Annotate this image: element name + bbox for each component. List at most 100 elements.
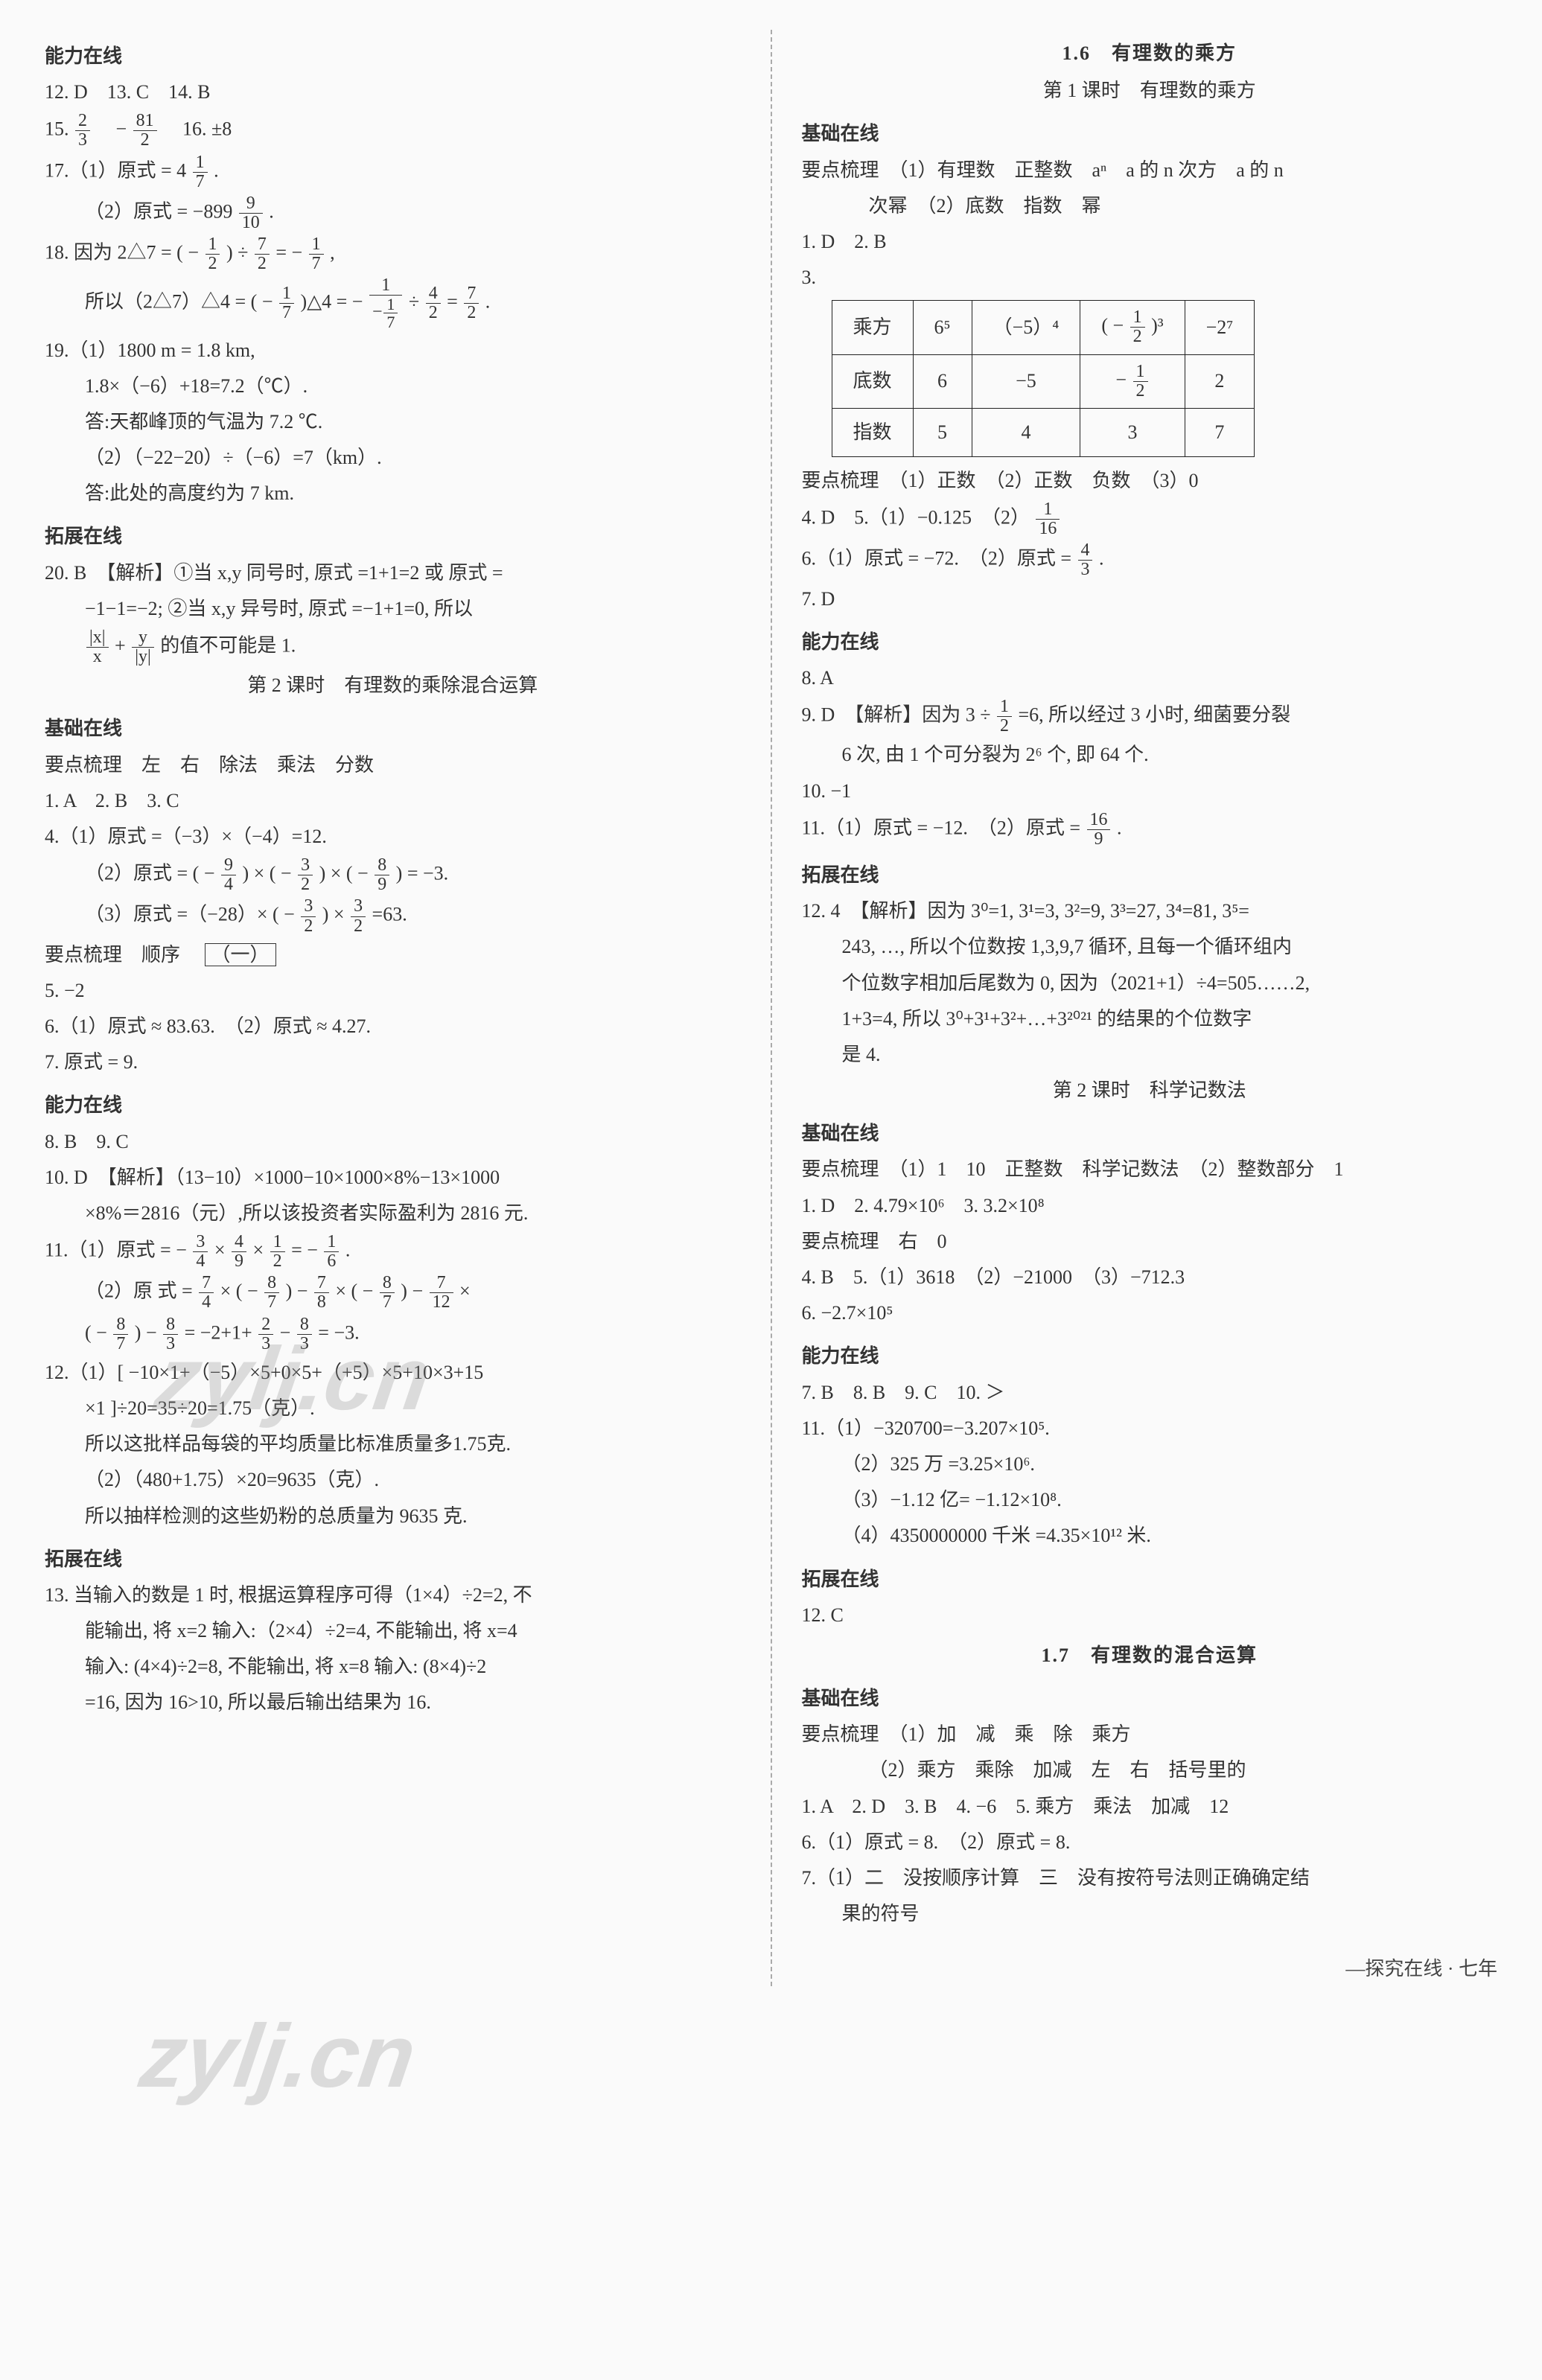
s3-q7: 7. 原式 = 9. <box>45 1046 741 1079</box>
s4-q12-1b: ×1 ]÷20=35÷20=1.75（克）. <box>45 1392 741 1425</box>
s3-q4-2: （2）原式 = ( − 94 ) × ( − 32 ) × ( − 89 ) =… <box>45 856 741 894</box>
r-q12d: 1+3=4, 所以 3⁰+3¹+3²+…+3²⁰²¹ 的结果的个位数字 <box>802 1003 1498 1036</box>
s4-q12-2a: （2）（480+1.75）×20=9635（克）. <box>45 1464 741 1496</box>
q15-b: − <box>96 118 127 140</box>
q12-14: 12. D 13. C 14. B <box>45 76 741 109</box>
sub-lesson1: 第 1 课时 有理数的乘方 <box>802 74 1498 107</box>
left-column: zylj.cn zylj.cn 能力在线 12. D 13. C 14. B 1… <box>45 30 741 1986</box>
frac-9-10: 910 <box>239 194 263 232</box>
r-s4-q6: 6. −2.7×10⁵ <box>802 1297 1498 1330</box>
s3-q1-3: 1. A 2. B 3. C <box>45 785 741 817</box>
s5-q13b: 能输出, 将 x=2 输入:（2×4）÷2=4, 不能输出, 将 x=4 <box>45 1615 741 1647</box>
s4-q12-2b: 所以抽样检测的这些奶粉的总质量为 9635 克. <box>45 1500 741 1533</box>
table-row-exp: 指数 5 4 3 7 <box>832 408 1255 456</box>
q17-1: 17.（1）原式 = 4 17 . <box>45 153 741 191</box>
s4-q11-1: 11.（1）原式 = − 34 × 49 × 12 = − 16 . <box>45 1233 741 1271</box>
r-q9b: 6 次, 由 1 个可分裂为 2⁶ 个, 即 64 个. <box>802 738 1498 771</box>
title-1-7: 1.7 有理数的混合运算 <box>802 1639 1498 1672</box>
r-q12b: 243, …, 所以个位数按 1,3,9,7 循环, 且每一个循环组内 <box>802 931 1498 963</box>
r-s7-head: 基础在线 <box>802 1682 1498 1715</box>
r-q1-2: 1. D 2. B <box>802 226 1498 258</box>
r-q12e: 是 4. <box>802 1039 1498 1071</box>
r-s5-q11-1: 11.（1）−320700=−3.207×10⁵. <box>802 1412 1498 1445</box>
s3-q4-3: （3）原式 =（−28）× ( − 32 ) × 32 =63. <box>45 897 741 935</box>
power-table: 乘方 6⁵ （−5）⁴ ( − 12 )³ −2⁷ 底数 6 −5 − 12 2… <box>832 300 1255 457</box>
boxed-one: （一） <box>205 943 276 966</box>
r-q4-5: 4. D 5.（1）−0.125 （2） 116 <box>802 500 1498 538</box>
s4-q10b: ×8%＝2816（元）,所以该投资者实际盈利为 2816 元. <box>45 1197 741 1230</box>
compound-frac: 1 −17 <box>369 276 402 331</box>
r-s6-q12: 12. C <box>802 1599 1498 1632</box>
s3-kp1: 要点梳理 左 右 除法 乘法 分数 <box>45 749 741 782</box>
r-q10: 10. −1 <box>802 775 1498 808</box>
s3-kp2: 要点梳理 顺序 （一） <box>45 939 741 972</box>
q20-l2: −1−1=−2; ②当 x,y 异号时, 原式 =−1+1=0, 所以 <box>45 593 741 625</box>
frac-2-3: 23 <box>75 112 90 150</box>
r-s4-q4-5: 4. B 5.（1）3618 （2）−21000 （3）−712.3 <box>802 1261 1498 1294</box>
watermark-2: zylj.cn <box>131 1980 425 2132</box>
q16: 16. ±8 <box>163 118 232 140</box>
r-kp1b: 次幂 （2）底数 指数 幂 <box>802 190 1498 223</box>
r-s1-head: 基础在线 <box>802 118 1498 150</box>
r-q9a: 9. D 【解析】因为 3 ÷ 12 =6, 所以经过 3 小时, 细菌要分裂 <box>802 698 1498 736</box>
r-kp1a: 要点梳理 （1）有理数 正整数 aⁿ a 的 n 次方 a 的 n <box>802 154 1498 187</box>
q15-16: 15. 23 − 812 16. ±8 <box>45 112 741 150</box>
s3-q6: 6.（1）原式 ≈ 83.63. （2）原式 ≈ 4.27. <box>45 1010 741 1043</box>
r-q6: 6.（1）原式 = −72. （2）原式 = 43 . <box>802 541 1498 579</box>
left-s1-head: 能力在线 <box>45 40 741 73</box>
r-s7-kp1: 要点梳理 （1）加 减 乘 除 乘方 <box>802 1718 1498 1751</box>
s3-q4-1: 4.（1）原式 =（−3）×（−4）=12. <box>45 820 741 853</box>
r-q11: 11.（1）原式 = −12. （2）原式 = 169 . <box>802 811 1498 849</box>
q19-2a: （2）（−22−20）÷（−6）=7（km）. <box>45 441 741 474</box>
s4-q11-2a: （2）原 式 = 74 × ( − 87 ) − 78 × ( − 87 ) −… <box>45 1274 741 1312</box>
cell-label-power: 乘方 <box>832 301 913 354</box>
s3-q5: 5. −2 <box>45 974 741 1007</box>
title-1-6: 1.6 有理数的乘方 <box>802 37 1498 70</box>
r-s5-head: 能力在线 <box>802 1340 1498 1373</box>
left-sub2: 第 2 课时 有理数的乘除混合运算 <box>45 669 741 702</box>
r-s3-head: 拓展在线 <box>802 859 1498 892</box>
left-s4-head: 能力在线 <box>45 1089 741 1122</box>
r-q12c: 个位数字相加后尾数为 0, 因为（2021+1）÷4=505……2, <box>802 967 1498 1000</box>
frac-81-2: 812 <box>133 112 157 150</box>
cell-label-exp: 指数 <box>832 408 913 456</box>
q18-l2: 所以（2△7）△4 = ( − 17 )△4 = − 1 −17 ÷ 42 = … <box>45 276 741 331</box>
r-s5-q11-2: （2）325 万 =3.25×10⁶. <box>802 1448 1498 1481</box>
s4-q11-2b: ( − 87 ) − 83 = −2+1+ 23 − 83 = −3. <box>45 1315 741 1353</box>
cell-6-5: 6⁵ <box>913 301 972 354</box>
r-s7-q6: 6.（1）原式 = 8. （2）原式 = 8. <box>802 1826 1498 1859</box>
r-s7-q7a: 7.（1）二 没按顺序计算 三 没有按符号法则正确确定结 <box>802 1862 1498 1895</box>
q15-a: 15. <box>45 118 74 140</box>
r-s5-q11-3: （3）−1.12 亿= −1.12×10⁸. <box>802 1484 1498 1516</box>
left-s3-head: 基础在线 <box>45 712 741 745</box>
r-kp2: 要点梳理 （1）正数 （2）正数 负数 （3）0 <box>802 465 1498 497</box>
s5-q13c: 输入: (4×4)÷2=8, 不能输出, 将 x=8 输入: (8×4)÷2 <box>45 1650 741 1683</box>
sub-lesson2: 第 2 课时 科学记数法 <box>802 1074 1498 1107</box>
r-q7: 7. D <box>802 583 1498 616</box>
r-q3-label: 3. <box>802 261 1498 294</box>
s4-q10a: 10. D 【解析】（13−10）×1000−10×1000×8%−13×100… <box>45 1161 741 1194</box>
column-divider <box>771 30 772 1986</box>
q18-l1: 18. 因为 2△7 = ( − 12 ) ÷ 72 = − 17 , <box>45 235 741 273</box>
left-s5-head: 拓展在线 <box>45 1543 741 1576</box>
r-s5-q7-10: 7. B 8. B 9. C 10. ＞ <box>802 1376 1498 1409</box>
s4-q12-1c: 所以这批样品每袋的平均质量比标准质量多1.75克. <box>45 1428 741 1461</box>
r-s4-head: 基础在线 <box>802 1117 1498 1150</box>
frac-1-7a: 17 <box>193 153 208 191</box>
r-s5-q11-4: （4）4350000000 千米 =4.35×10¹² 米. <box>802 1519 1498 1552</box>
s5-q13d: =16, 因为 16>10, 所以最后输出结果为 16. <box>45 1686 741 1719</box>
left-s2-head: 拓展在线 <box>45 520 741 553</box>
footer: —探究在线 · 七年 <box>802 1953 1498 1985</box>
q19-1a: 19.（1）1800 m = 1.8 km, <box>45 334 741 367</box>
r-s4-kp1: 要点梳理 （1）1 10 正整数 科学记数法 （2）整数部分 1 <box>802 1153 1498 1186</box>
right-column: 1.6 有理数的乘方 第 1 课时 有理数的乘方 基础在线 要点梳理 （1）有理… <box>802 30 1498 1986</box>
r-s7-q1-5: 1. A 2. D 3. B 4. −6 5. 乘方 乘法 加减 12 <box>802 1790 1498 1823</box>
table-row-base: 底数 6 −5 − 12 2 <box>832 354 1255 408</box>
q19-2b: 答:此处的高度约为 7 km. <box>45 477 741 510</box>
page: zylj.cn zylj.cn 能力在线 12. D 13. C 14. B 1… <box>45 30 1497 1986</box>
cell-neg2-7: −2⁷ <box>1185 301 1255 354</box>
r-s4-kp2: 要点梳理 右 0 <box>802 1225 1498 1258</box>
r-s6-head: 拓展在线 <box>802 1563 1498 1596</box>
q20-l1: 20. B 【解析】①当 x,y 同号时, 原式 =1+1=2 或 原式 = <box>45 557 741 590</box>
cell-neg5-4: （−5）⁴ <box>972 301 1080 354</box>
